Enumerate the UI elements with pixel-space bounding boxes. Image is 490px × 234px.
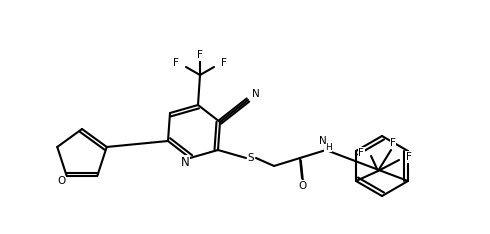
Text: O: O [298,181,306,191]
Text: F: F [406,152,412,162]
Text: N: N [252,89,260,99]
Text: F: F [221,58,227,68]
Text: H: H [325,143,331,151]
Text: F: F [390,138,396,148]
Text: S: S [247,153,254,163]
Text: N: N [319,136,327,146]
Text: N: N [181,156,189,168]
Text: F: F [173,58,179,68]
Text: F: F [197,50,203,60]
Text: O: O [58,176,66,186]
Text: F: F [358,148,364,158]
